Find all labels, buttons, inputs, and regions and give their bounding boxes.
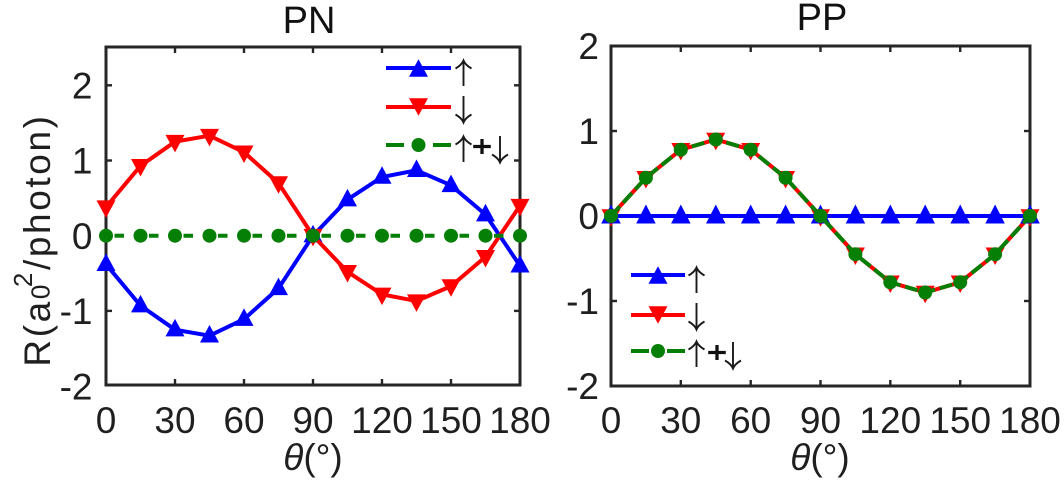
svg-text:0: 0: [96, 400, 117, 441]
svg-text:1: 1: [72, 141, 93, 182]
svg-text:30: 30: [154, 400, 195, 441]
svg-text:-2: -2: [60, 366, 93, 407]
svg-text:60: 60: [223, 400, 264, 441]
svg-text:PN: PN: [283, 0, 336, 42]
svg-text:90: 90: [292, 400, 333, 441]
svg-text:120: 120: [351, 400, 413, 441]
svg-text:30: 30: [660, 400, 701, 441]
svg-text:θ(°): θ(°): [790, 437, 850, 478]
svg-text:1: 1: [578, 111, 599, 152]
svg-text:PP: PP: [797, 0, 848, 39]
svg-text:2: 2: [72, 66, 93, 107]
svg-text:0: 0: [72, 216, 93, 257]
svg-text:120: 120: [859, 400, 921, 441]
svg-text:R(a02/photon): R(a02/photon): [8, 113, 58, 366]
svg-text:150: 150: [929, 400, 991, 441]
svg-text:-1: -1: [566, 281, 599, 322]
svg-text:150: 150: [420, 400, 482, 441]
svg-text:θ(°): θ(°): [283, 437, 343, 478]
svg-text:0: 0: [601, 400, 622, 441]
svg-text:180: 180: [999, 400, 1061, 441]
svg-text:-2: -2: [566, 366, 599, 407]
svg-text:180: 180: [489, 400, 551, 441]
svg-text:90: 90: [800, 400, 841, 441]
svg-text:0: 0: [578, 196, 599, 237]
svg-text:60: 60: [730, 400, 771, 441]
svg-text:2: 2: [578, 26, 599, 67]
svg-text:-1: -1: [60, 291, 93, 332]
